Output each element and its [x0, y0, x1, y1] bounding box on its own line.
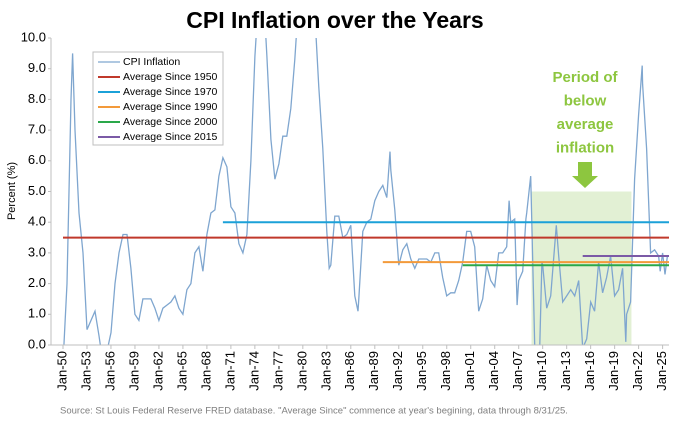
x-tick-label: Jan-71	[222, 351, 237, 391]
legend-label: Average Since 1950	[123, 71, 218, 83]
legend-label: CPI Inflation	[123, 56, 180, 68]
annotation-arrow	[572, 162, 598, 188]
x-tick-label: Jan-89	[366, 351, 381, 391]
x-tick-label: Jan-50	[54, 351, 69, 391]
legend-box	[92, 51, 224, 146]
x-tick-label: Jan-86	[342, 351, 357, 391]
x-tick-label: Jan-16	[582, 351, 597, 391]
x-tick-label: Jan-07	[510, 351, 525, 391]
y-tick-label: 2.0	[28, 275, 46, 290]
y-tick-label: 3.0	[28, 244, 46, 259]
y-tick-label: 0.0	[28, 336, 46, 351]
x-tick-label: Jan-65	[174, 351, 189, 391]
x-tick-label: Jan-92	[390, 351, 405, 391]
x-tick-label: Jan-13	[558, 351, 573, 391]
annotation-text: Period of	[552, 69, 618, 86]
cpi-line	[63, 38, 669, 345]
legend: CPI Inflation Average Since 1950 Average S…	[92, 51, 224, 146]
legend-label: Average Since 2000	[123, 116, 218, 128]
source-note: Source: St Louis Federal Reserve FRED da…	[60, 406, 568, 417]
y-tick-label: 10.0	[21, 29, 46, 44]
y-tick-label: 1.0	[28, 306, 46, 321]
x-tick-label: Jan-98	[438, 351, 453, 391]
y-tick-label: 6.0	[28, 152, 46, 167]
foreground: 0.0 1.0 2.0 3.0 4.0 5.0 6.0 7.0 8.0 9.0 10.0 Jan-50…	[21, 29, 669, 390]
x-tick-label: Jan-68	[198, 351, 213, 391]
annotation-text: average	[557, 116, 614, 133]
x-tick-label: Jan-74	[246, 351, 261, 391]
y-tick-label: 5.0	[28, 183, 46, 198]
x-tick-label: Jan-77	[270, 351, 285, 391]
x-tick-label: Jan-53	[78, 351, 93, 391]
y-axis-label: Percent (%)	[6, 162, 18, 220]
x-tick-label: Jan-01	[462, 351, 477, 391]
x-tick-label: Jan-83	[318, 351, 333, 391]
x-tick-label: Jan-10	[534, 351, 549, 391]
x-tick-label: Jan-19	[606, 351, 621, 391]
x-tick-label: Jan-59	[126, 351, 141, 391]
x-tick-label: Jan-95	[414, 351, 429, 391]
annotation-text: inflation	[556, 139, 614, 156]
plot-area	[63, 38, 669, 345]
y-tick-label: 9.0	[28, 60, 46, 75]
legend-label: Average Since 2015	[123, 131, 218, 143]
x-tick-label: Jan-22	[630, 351, 645, 391]
x-tick-label: Jan-80	[294, 351, 309, 391]
x-tick-label: Jan-25	[654, 351, 669, 391]
y-tick-label: 7.0	[28, 122, 46, 137]
x-tick-label: Jan-62	[150, 351, 165, 391]
annotation-text: below	[564, 92, 607, 109]
x-tick-label: Jan-04	[486, 351, 501, 391]
chart-title: CPI Inflation over the Years	[186, 7, 483, 33]
y-tick-label: 4.0	[28, 214, 46, 229]
x-tick-label: Jan-56	[102, 351, 117, 391]
legend-label: Average Since 1990	[123, 101, 218, 113]
legend-label: Average Since 1970	[123, 86, 218, 98]
y-tick-label: 8.0	[28, 91, 46, 106]
